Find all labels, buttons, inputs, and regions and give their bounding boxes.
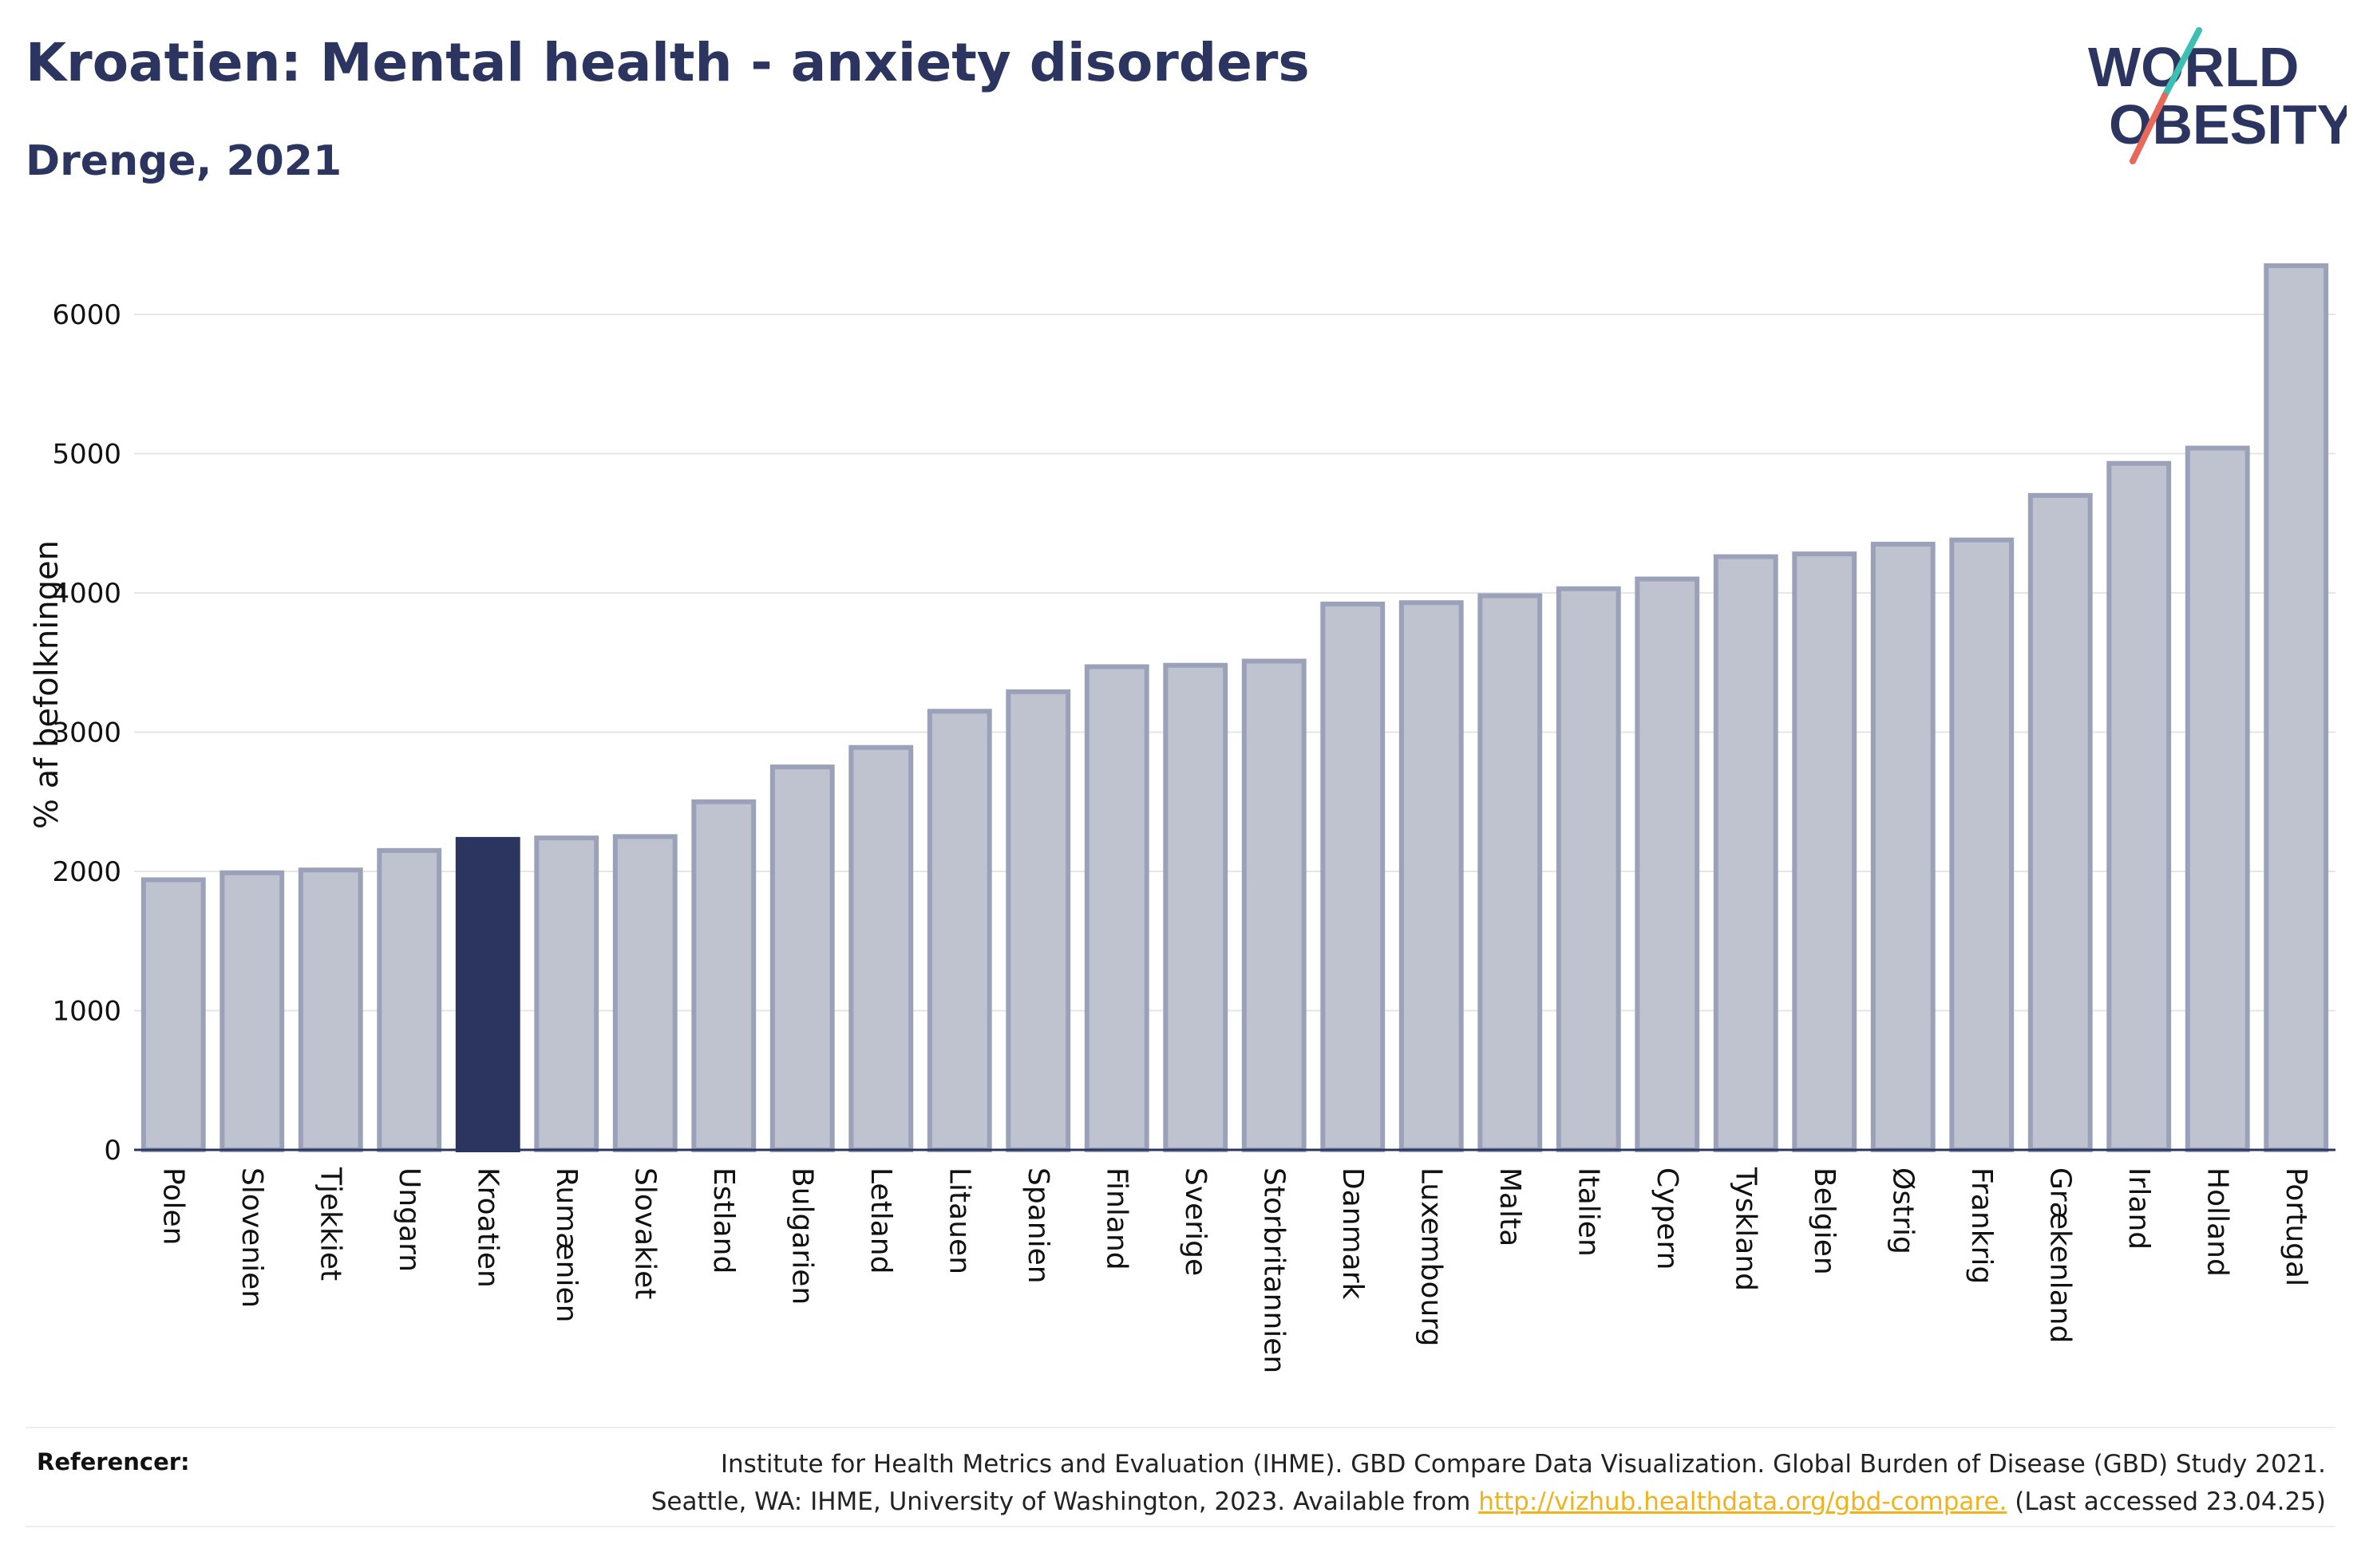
references-divider-top [26,1427,2335,1428]
x-tick-label: Litauen [943,1167,975,1274]
bar [1792,551,1857,1152]
y-tick-label: 2000 [52,856,121,888]
y-tick-label: 5000 [52,439,121,471]
x-tick-label: Irland [2122,1167,2155,1250]
chart-title: Kroatien: Mental health - anxiety disord… [26,32,1310,93]
references-line2: Seattle, WA: IHME, University of Washing… [490,1483,2326,1521]
bar [1477,593,1543,1152]
world-obesity-logo: WORLD OBESITY [2088,27,2347,164]
bar [1398,600,1464,1152]
bar-chart: 0 1000 2000 3000 4000 5000 6000 Polen Slovenien… [29,263,2335,1373]
x-tick-label: Finland [1100,1167,1133,1270]
x-tick-label: Spanien [1022,1167,1054,1284]
bar [140,877,206,1152]
bar [691,799,757,1152]
x-tick-label: Letland [864,1167,897,1274]
x-tick-label: Cypern [1651,1167,1683,1270]
bar [1635,576,1700,1152]
bar [219,870,285,1152]
bar [1006,689,1071,1152]
bar [927,709,992,1152]
x-tick-label: Estland [707,1167,740,1274]
x-tick-label: Polen [156,1167,189,1245]
x-tick-label: Tjekkiet [314,1167,346,1281]
x-tick-label: Luxembourg [1414,1167,1447,1346]
bar [769,764,835,1152]
references-label: Referencer: [37,1448,190,1475]
x-tick-label: Frankrig [1965,1167,1998,1284]
x-tick-label: Ungarn [393,1167,425,1272]
y-tick-label: 4000 [52,578,121,610]
x-tick-label: Tyskland [1729,1167,1762,1291]
x-tick-label: Slovenien [235,1167,268,1308]
references-line2-tail: (Last accessed 23.04.25) [2007,1487,2326,1516]
references-divider-bottom [26,1526,2335,1527]
bar [2264,263,2329,1152]
y-tick-labels: 0 1000 2000 3000 4000 5000 6000 [52,299,121,1167]
bar [1713,554,1778,1152]
x-tick-label: Slovakiet [628,1167,661,1299]
y-tick-label: 3000 [52,717,121,749]
bar [2185,445,2250,1152]
y-tick-label: 1000 [52,996,121,1028]
x-tick-label: Belgien [1808,1167,1841,1275]
logo-slash-top [2161,27,2202,99]
bar [534,835,599,1152]
x-tick-label: Kroatien [471,1167,504,1288]
x-tick-label: Holland [2201,1167,2233,1277]
bar [1241,658,1307,1152]
x-tick-label: Danmark [1336,1167,1369,1300]
bar-highlight [455,836,520,1152]
bar [1320,601,1386,1152]
bars [140,263,2329,1152]
bar [848,745,914,1152]
x-tick-label: Grækenland [2043,1167,2076,1343]
x-tick-label: Sverige [1179,1167,1212,1276]
x-tick-label: Italien [1572,1167,1604,1257]
bar [1084,664,1149,1152]
logo-slash-bottom [2130,93,2168,164]
y-tick-label: 6000 [52,299,121,331]
references-line1: Institute for Health Metrics and Evaluat… [720,1450,2326,1479]
chart-subtitle: Drenge, 2021 [26,137,342,185]
x-tick-labels: Polen Slovenien Tjekkiet Ungarn Kroatien Rumæ… [156,1167,2312,1373]
bar [1870,541,1936,1152]
bar [612,834,678,1152]
bar [2027,492,2093,1152]
x-tick-label: Rumænien [550,1167,583,1322]
bar [377,847,442,1152]
y-axis-label: % af befolkningen [29,540,65,829]
x-tick-label: Storbritannien [1257,1167,1290,1373]
bar [1163,662,1228,1152]
x-tick-label: Malta [1493,1167,1526,1246]
references-link[interactable]: http://vizhub.healthdata.org/gbd-compare… [1478,1487,2007,1516]
references-line2-text: Seattle, WA: IHME, University of Washing… [651,1487,1479,1516]
bar [1556,586,1621,1152]
y-tick-label: 0 [104,1135,121,1167]
references-text: Institute for Health Metrics and Evaluat… [490,1446,2326,1521]
x-tick-label: Bulgarien [785,1167,818,1305]
bar [298,867,363,1152]
x-tick-label: Østrig [1886,1167,1919,1254]
bar [1949,537,2015,1152]
x-tick-label: Portugal [2280,1167,2312,1286]
bar [2106,460,2172,1152]
